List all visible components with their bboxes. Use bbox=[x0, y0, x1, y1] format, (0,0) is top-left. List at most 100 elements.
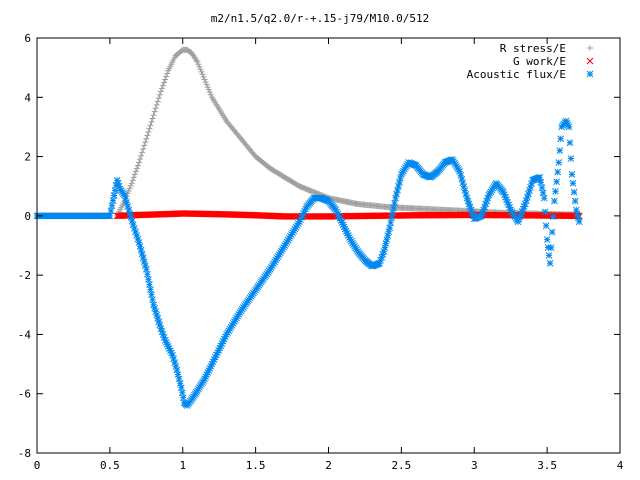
series-0-point-stroke bbox=[148, 118, 155, 125]
series-2-point-stroke bbox=[124, 202, 132, 210]
series-2-point bbox=[333, 208, 341, 216]
series-0-point-stroke bbox=[202, 79, 209, 86]
series-2-point bbox=[456, 168, 464, 175]
series-2-point bbox=[178, 389, 186, 397]
series-2-point bbox=[462, 190, 470, 198]
series-0-point-stroke bbox=[125, 187, 132, 194]
series-2-point bbox=[478, 212, 485, 220]
series-0-point bbox=[156, 91, 163, 98]
series-0-point-stroke bbox=[129, 177, 136, 184]
series-2-point-stroke bbox=[551, 197, 558, 205]
series-2-point bbox=[109, 197, 117, 204]
series-2-point-stroke bbox=[384, 232, 392, 239]
series-2-point-stroke bbox=[111, 187, 119, 194]
series-2-point-stroke bbox=[332, 206, 340, 214]
series-2-point-stroke bbox=[208, 360, 216, 368]
series-2-point bbox=[393, 190, 400, 198]
series-2-point-stroke bbox=[542, 222, 550, 230]
series-2-point-stroke bbox=[152, 308, 160, 315]
series-2-point-stroke bbox=[151, 304, 158, 312]
series-2-point bbox=[298, 214, 305, 221]
series-2-point-stroke bbox=[295, 218, 303, 226]
series-2-point-stroke bbox=[387, 219, 395, 227]
series-2-point-stroke bbox=[572, 206, 580, 214]
series-2-point-stroke bbox=[110, 192, 118, 199]
series-2-point-stroke bbox=[334, 210, 342, 218]
series-2-point-stroke bbox=[159, 331, 167, 338]
series-0-point bbox=[205, 86, 212, 93]
series-0-point-stroke bbox=[198, 68, 205, 75]
series-2-point bbox=[300, 209, 307, 217]
y-tick-label: 0 bbox=[24, 210, 31, 223]
series-2-point-stroke bbox=[204, 369, 212, 376]
series-2-point bbox=[126, 210, 134, 217]
legend-marker bbox=[586, 70, 594, 78]
series-2-point bbox=[217, 342, 225, 350]
series-2-point-stroke bbox=[114, 179, 122, 187]
series-2-point-stroke bbox=[121, 191, 128, 199]
series-2-point-stroke bbox=[156, 321, 164, 329]
series-2-point bbox=[179, 394, 187, 402]
series-2-point-stroke bbox=[205, 367, 213, 374]
series-2-point-stroke bbox=[339, 221, 347, 229]
series-2-point bbox=[556, 147, 564, 154]
series-2-point bbox=[517, 210, 525, 218]
y-tick-label: 4 bbox=[24, 91, 31, 104]
series-2-point bbox=[208, 360, 216, 368]
legend-marker-stroke bbox=[587, 45, 593, 51]
series-0-point bbox=[127, 182, 134, 189]
series-2-point bbox=[396, 178, 403, 186]
y-tick-label: -4 bbox=[18, 328, 32, 341]
series-2-point-stroke bbox=[154, 314, 162, 322]
series-2-point bbox=[520, 203, 528, 210]
series-0-point-stroke bbox=[193, 57, 200, 64]
series-2-point bbox=[575, 218, 583, 226]
series-2-point bbox=[174, 371, 182, 378]
series-2-point-stroke bbox=[467, 206, 475, 214]
series-2-point-stroke bbox=[299, 212, 306, 219]
series-2-point-stroke bbox=[216, 344, 224, 352]
series-2-point-stroke bbox=[333, 208, 341, 216]
series-0-point bbox=[134, 162, 141, 169]
series-2-point-stroke bbox=[179, 394, 187, 402]
series-2-point bbox=[394, 186, 401, 194]
series-2-point-stroke bbox=[463, 194, 471, 202]
series-2-point-stroke bbox=[140, 258, 148, 265]
series-0-point bbox=[130, 174, 137, 181]
series-2-point-stroke bbox=[207, 362, 215, 370]
series-0-point-stroke bbox=[146, 125, 153, 132]
series-2-point-stroke bbox=[335, 212, 343, 220]
series-2-point bbox=[388, 214, 396, 222]
series-2-point bbox=[463, 194, 471, 202]
series-0-point-stroke bbox=[151, 108, 158, 115]
series-2-point-stroke bbox=[465, 200, 473, 208]
series-2-point bbox=[568, 171, 576, 178]
series-0-point-stroke bbox=[137, 156, 144, 163]
series-2-point-stroke bbox=[523, 193, 531, 201]
series-2-point-stroke bbox=[514, 218, 522, 226]
series-2-point-stroke bbox=[504, 198, 511, 206]
series-2-point-stroke bbox=[149, 296, 156, 304]
series-0-point bbox=[193, 57, 200, 64]
series-2-point-stroke bbox=[396, 178, 403, 186]
series-2-point bbox=[545, 252, 553, 259]
series-2-point bbox=[503, 196, 510, 204]
series-2-point bbox=[173, 366, 181, 374]
series-2-point-stroke bbox=[566, 139, 574, 147]
series-2-point bbox=[502, 193, 509, 201]
series-0-point bbox=[131, 171, 138, 178]
series-0-point bbox=[142, 139, 149, 146]
series-2-point-stroke bbox=[573, 210, 581, 218]
series-2-point bbox=[544, 244, 552, 251]
series-2-point bbox=[134, 235, 142, 243]
series-2-point bbox=[214, 349, 221, 357]
series-0-point-stroke bbox=[131, 171, 138, 178]
series-0-point-stroke bbox=[149, 115, 156, 122]
series-0-point bbox=[140, 145, 147, 152]
y-tick-label: 2 bbox=[24, 151, 31, 164]
x-tick-label: 3 bbox=[471, 459, 478, 472]
series-0-point bbox=[206, 89, 213, 96]
x-tick-label: 2.5 bbox=[391, 459, 411, 472]
series-2-point bbox=[114, 179, 122, 187]
